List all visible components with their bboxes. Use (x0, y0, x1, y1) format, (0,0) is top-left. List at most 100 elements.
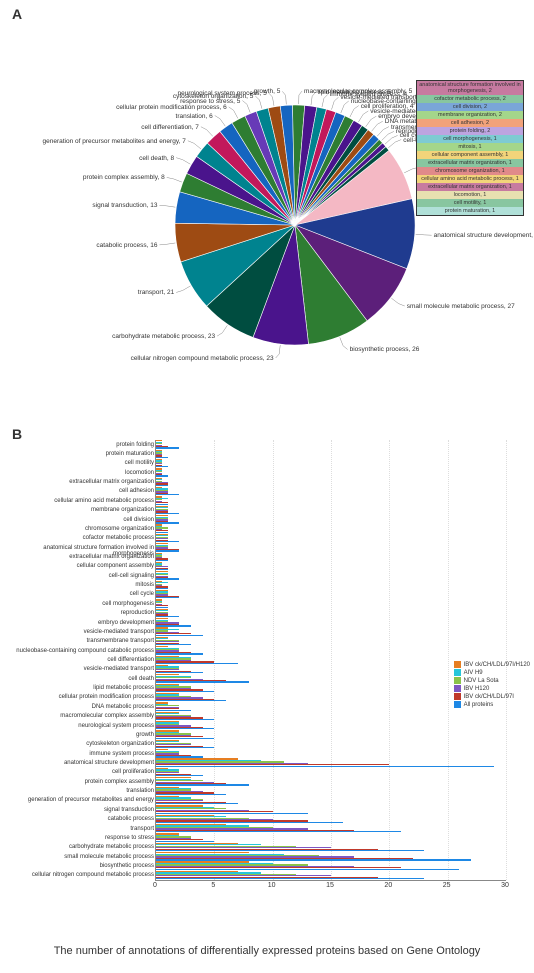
bar-segment (156, 756, 203, 757)
pie-slice-label: cell death, 8 (139, 155, 174, 162)
bar-category-label: cell adhesion (4, 488, 154, 494)
bar-category-label: growth (4, 732, 154, 738)
bar-segment (156, 766, 494, 767)
bar-segment (156, 625, 191, 626)
others-legend-row: mitosis, 1 (417, 143, 523, 151)
bar-category-label: vesicle-mediated transport (4, 629, 154, 635)
pie-slice-label: cellular nitrogen compound metabolic pro… (131, 355, 274, 362)
others-legend-row: anatomical structure formation involved … (417, 81, 523, 95)
bar-segment (156, 775, 203, 776)
x-tick: 10 (268, 882, 276, 889)
others-legend-row: chromosome organization, 1 (417, 167, 523, 175)
bar-segment (156, 522, 179, 523)
legend-swatch (454, 669, 461, 676)
pie-slice-label: cell differentiation, 7 (141, 124, 199, 131)
others-legend-row: cellular amino acid metabolic process, 1 (417, 175, 523, 183)
bar-segment (156, 747, 214, 748)
bar-category-label: transport (4, 826, 154, 832)
legend-swatch (454, 685, 461, 692)
bar-segment (156, 653, 203, 654)
pie-slice-label: signal transduction, 13 (92, 202, 157, 209)
series-legend-row: NDV La Sota (454, 677, 530, 684)
bar-category-label: DNA metabolic process (4, 704, 154, 710)
bar-segment (156, 447, 179, 448)
bar-segment (156, 841, 214, 842)
legend-swatch (454, 701, 461, 708)
bar-segment (156, 859, 471, 860)
bar-category-label: cell differentiation (4, 657, 154, 663)
bar-category-label: extracellular matrix organization (4, 479, 154, 485)
bar-segment (156, 588, 168, 589)
legend-swatch (454, 661, 461, 668)
bar-category-label: carbohydrate metabolic process (4, 844, 154, 850)
bar-category-label: cellular component assembly (4, 563, 154, 569)
bar-segment (156, 813, 308, 814)
bar-segment (156, 719, 214, 720)
bar-segment (156, 597, 179, 598)
bar-category-label: macromolecular complex assembly (4, 713, 154, 719)
bar-category-label: locomotion (4, 470, 154, 476)
others-legend: anatomical structure formation involved … (416, 80, 524, 216)
others-legend-row: protein maturation, 1 (417, 207, 523, 215)
pie-slice-label: translation, 6 (176, 113, 213, 120)
bar-category-label: catabolic process (4, 816, 154, 822)
pie-slice-label: catabolic process, 16 (96, 242, 157, 249)
bar-category-label: vesicle-mediated transport (4, 666, 154, 672)
bar-segment (156, 710, 191, 711)
legend-swatch (454, 677, 461, 684)
bar-segment (156, 644, 191, 645)
bar-category-label: reproduction (4, 610, 154, 616)
legend-label: All proteins (464, 702, 494, 708)
legend-swatch (454, 693, 461, 700)
pie-slice-label: growth, 5 (254, 88, 281, 95)
pie-slice-label: generation of precursor metabolites and … (42, 138, 185, 145)
bar-category-label: chromosome organization (4, 526, 154, 532)
pie-slice-label: anatomical structure development, 29 (434, 232, 534, 239)
bar-segment (156, 635, 203, 636)
bar-category-label: protein maturation (4, 451, 154, 457)
bar-segment (156, 616, 179, 617)
bar-segment (156, 569, 168, 570)
bar-category-label: cell cycle (4, 591, 154, 597)
bar-category-label: nucleobase-containing compound catabolic… (4, 648, 154, 654)
bar-category-label: signal transduction (4, 807, 154, 813)
panel-a: A others 22anatomical structure developm… (0, 0, 534, 420)
bar-category-label: small molecule metabolic process (4, 854, 154, 860)
pie-slice-label: small molecule metabolic process, 27 (407, 303, 515, 310)
bar-segment (156, 878, 424, 879)
pie-chart (170, 100, 420, 350)
bar-category-label: mitosis (4, 582, 154, 588)
bar-category-label: immune system process (4, 751, 154, 757)
bar-category-label: cell proliferation (4, 769, 154, 775)
x-tick: 25 (443, 882, 451, 889)
bar-segment (156, 560, 168, 561)
bar-segment (156, 803, 238, 804)
x-tick: 20 (384, 882, 392, 889)
bar-category-label: cellular protein modification process (4, 694, 154, 700)
bar-segment (156, 485, 168, 486)
pie-slice-label: protein complex assembly, 8 (83, 174, 165, 181)
bar-segment (156, 738, 214, 739)
legend-label: IBV H120 (464, 686, 490, 692)
bar-segment (156, 578, 179, 579)
series-legend-row: IBV ck/CH/LDL/97I (454, 693, 530, 700)
bar-segment (156, 466, 168, 467)
others-legend-row: locomotion, 1 (417, 191, 523, 199)
bar-segment (156, 728, 214, 729)
pie-slice-label: carbohydrate metabolic process, 23 (112, 333, 215, 340)
bar-category-label: embryo development (4, 620, 154, 626)
bar-segment (156, 794, 226, 795)
others-legend-row: cell morphogenesis, 1 (417, 135, 523, 143)
bar-series-legend: IBV ck/CH/LDL/97I/H120AIV H9NDV La SotaI… (454, 660, 530, 709)
series-legend-row: IBV H120 (454, 685, 530, 692)
bar-segment (156, 822, 343, 823)
others-legend-row: protein folding, 2 (417, 127, 523, 135)
x-tick: 0 (153, 882, 157, 889)
panel-b-label: B (12, 426, 22, 442)
others-legend-row: cell division, 2 (417, 103, 523, 111)
pie-slice-label: cellular protein modification process, 6 (116, 104, 227, 111)
others-legend-row: extracellular matrix organization, 1 (417, 159, 523, 167)
panel-b: B protein foldingprotein maturationcell … (0, 430, 534, 930)
x-tick: 15 (326, 882, 334, 889)
legend-label: IBV ck/CH/LDL/97I (464, 694, 514, 700)
